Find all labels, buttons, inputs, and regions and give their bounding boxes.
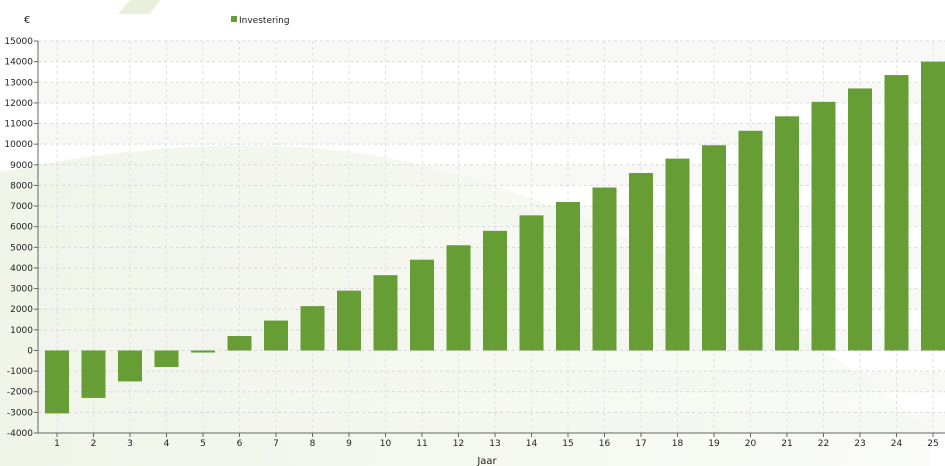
bar-7 bbox=[264, 320, 288, 351]
bar-20 bbox=[738, 130, 763, 351]
bar-5 bbox=[191, 350, 215, 353]
bar-18 bbox=[665, 158, 690, 351]
y-tick-label: -3000 bbox=[7, 408, 33, 418]
x-tick-label: 15 bbox=[562, 439, 573, 449]
bar-4 bbox=[154, 350, 179, 367]
x-tick-label: 18 bbox=[672, 439, 684, 449]
y-tick-label: 14000 bbox=[4, 58, 33, 68]
grid-band bbox=[38, 41, 945, 62]
grid-band bbox=[38, 206, 945, 227]
y-tick-label: 15000 bbox=[4, 37, 33, 47]
grid-band bbox=[38, 371, 945, 392]
bar-19 bbox=[702, 145, 726, 351]
y-tick-label: 12000 bbox=[4, 99, 33, 109]
grid-band bbox=[38, 82, 945, 103]
bar-15 bbox=[556, 201, 580, 351]
bar-17 bbox=[629, 173, 653, 351]
y-tick-labels: -4000 -3000 -2000 -1000 0 1000 2000 3000 4000 500… bbox=[4, 37, 33, 439]
x-tick-label: 20 bbox=[745, 439, 757, 449]
y-tick-label: 5000 bbox=[10, 243, 33, 253]
x-tick-label: 6 bbox=[237, 439, 243, 449]
y-tick-label: 3000 bbox=[10, 285, 33, 295]
y-tick-label: 1000 bbox=[10, 326, 33, 336]
x-tick-label: 7 bbox=[273, 439, 279, 449]
bar-12 bbox=[446, 245, 471, 351]
x-tick-label: 21 bbox=[781, 439, 792, 449]
bar-13 bbox=[483, 230, 507, 351]
x-tick-label: 19 bbox=[708, 439, 720, 449]
grid-band bbox=[38, 123, 945, 145]
bar-10 bbox=[373, 275, 398, 351]
bar-8 bbox=[300, 306, 325, 351]
x-tick-labels: 1 2 3 4 5 6 7 8 9 10 11 12 13 14 15 16 17 18 19 20 21 22 23 24 2… bbox=[54, 439, 939, 449]
y-tick-label: -4000 bbox=[7, 429, 33, 439]
x-tick-label: 24 bbox=[891, 439, 903, 449]
y-tick-label: 2000 bbox=[10, 305, 33, 315]
bar-24 bbox=[884, 75, 909, 351]
legend-label: Investering bbox=[239, 16, 290, 26]
bar-6 bbox=[227, 336, 252, 351]
bar-14 bbox=[519, 215, 544, 351]
bar-16 bbox=[592, 187, 617, 351]
x-tick-label: 12 bbox=[453, 439, 464, 449]
bars bbox=[45, 61, 945, 414]
legend: Investering bbox=[231, 16, 290, 26]
bar-11 bbox=[410, 259, 434, 351]
y-tick-label: 10000 bbox=[4, 140, 33, 150]
x-tick-label: 14 bbox=[526, 439, 538, 449]
bar-22 bbox=[811, 101, 836, 351]
y-tick-label: 0 bbox=[27, 346, 33, 356]
bar-23 bbox=[848, 88, 872, 351]
bar-3 bbox=[118, 350, 142, 382]
x-tick-label: 17 bbox=[635, 439, 646, 449]
decor-stripe bbox=[118, 0, 160, 14]
y-tick-label: 8000 bbox=[10, 181, 33, 191]
bar-1 bbox=[45, 350, 69, 414]
x-tick-label: 11 bbox=[416, 439, 427, 449]
x-axis-label: Jaar bbox=[476, 456, 497, 466]
y-tick-label: 6000 bbox=[10, 223, 33, 233]
y-tick-label: 13000 bbox=[4, 78, 33, 88]
x-tick-label: 16 bbox=[599, 439, 611, 449]
x-tick-label: 2 bbox=[91, 439, 97, 449]
bar-21 bbox=[775, 116, 799, 351]
x-tick-label: 9 bbox=[346, 439, 352, 449]
x-tick-label: 23 bbox=[854, 439, 865, 449]
y-tick-label: 9000 bbox=[10, 161, 33, 171]
x-tick-label: 3 bbox=[127, 439, 133, 449]
y-tick-label: 4000 bbox=[10, 264, 33, 274]
axes bbox=[34, 40, 945, 437]
x-tick-label: 4 bbox=[164, 439, 170, 449]
y-tick-label: -1000 bbox=[7, 367, 33, 377]
legend-swatch bbox=[231, 16, 237, 22]
x-tick-label: 22 bbox=[818, 439, 829, 449]
x-tick-label: 5 bbox=[200, 439, 206, 449]
x-tick-label: 8 bbox=[310, 439, 316, 449]
x-tick-label: 10 bbox=[380, 439, 392, 449]
x-tick-label: 1 bbox=[54, 439, 60, 449]
y-tick-label: 7000 bbox=[10, 202, 33, 212]
y-tick-label: 11000 bbox=[4, 120, 33, 130]
grid-band bbox=[38, 164, 945, 186]
grid-band bbox=[38, 412, 945, 433]
bar-25 bbox=[921, 61, 945, 351]
x-tick-label: 13 bbox=[489, 439, 500, 449]
bar-9 bbox=[337, 290, 361, 351]
x-tick-label: 25 bbox=[927, 439, 938, 449]
bar-2 bbox=[81, 350, 106, 398]
y-axis-label: € bbox=[24, 15, 30, 26]
y-tick-label: -2000 bbox=[7, 388, 33, 398]
